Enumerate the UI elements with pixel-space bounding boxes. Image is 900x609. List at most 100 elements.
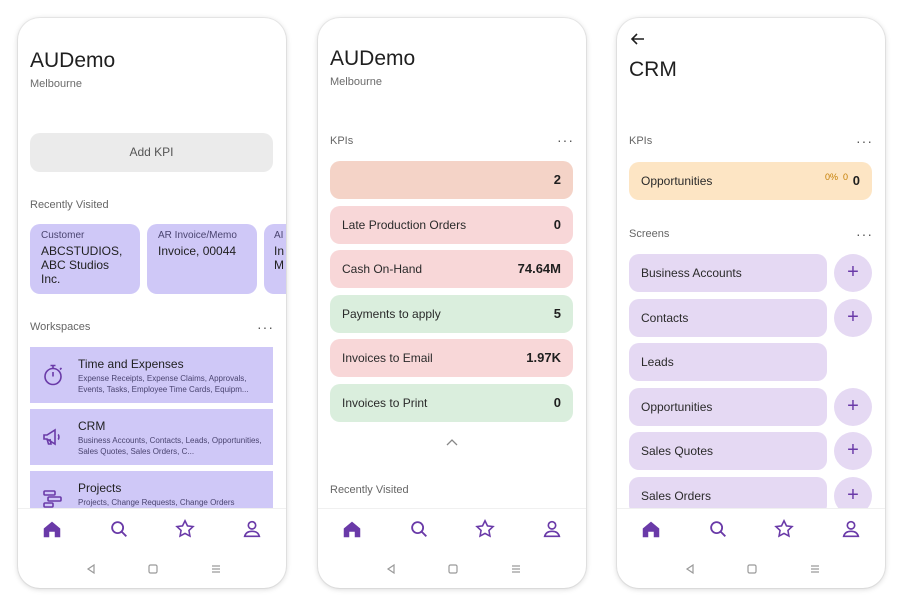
nav-back-icon[interactable] xyxy=(384,562,398,576)
home-icon[interactable] xyxy=(41,518,63,540)
company-title: AUDemo xyxy=(30,49,116,72)
add-kpi-button[interactable]: Add KPI xyxy=(30,133,273,172)
kpi-card[interactable]: 2 xyxy=(330,161,573,199)
kpi-value: 0 xyxy=(553,395,561,410)
kpi-card-opportunities[interactable]: Opportunities 0% 0 0 xyxy=(629,162,872,200)
add-sales-order-button[interactable]: + xyxy=(834,477,872,508)
workspace-title: Projects xyxy=(78,481,122,495)
kpi-label: Cash On-Hand xyxy=(342,262,423,276)
kpi-card[interactable]: Invoices to Email 1.97K xyxy=(330,339,573,377)
kpi-card[interactable]: Invoices to Print 0 xyxy=(330,384,573,422)
workspace-projects[interactable]: Projects Projects, Change Requests, Chan… xyxy=(30,471,273,508)
screen-opportunities[interactable]: Opportunities xyxy=(629,388,827,426)
system-nav-bar xyxy=(318,552,586,588)
workspace-description: Expense Receipts, Expense Claims, Approv… xyxy=(78,374,249,394)
phone-home: AUDemo Melbourne Add KPI Recently Visite… xyxy=(18,18,286,588)
bottom-tab-bar xyxy=(617,508,885,552)
workspace-description: Business Accounts, Contacts, Leads, Oppo… xyxy=(78,436,262,456)
nav-recents-icon[interactable] xyxy=(808,562,822,576)
recent-item-card[interactable]: Customer ABCSTUDIOS, ABC Studios Inc. xyxy=(30,224,140,294)
kpi-value: 1.97K xyxy=(526,350,561,365)
recent-item-name: ABCSTUDIOS, ABC Studios Inc. xyxy=(41,244,123,286)
bottom-tab-bar xyxy=(318,508,586,552)
search-icon[interactable] xyxy=(408,518,430,540)
phone-crm: CRM KPIs ··· Opportunities 0% 0 0 Screen… xyxy=(617,18,885,588)
recent-item-card[interactable]: AR Invoice/Memo Invoice, 00044 xyxy=(147,224,257,294)
kpi-label: Opportunities xyxy=(641,174,713,188)
profile-icon[interactable] xyxy=(541,518,563,540)
add-business-account-button[interactable]: + xyxy=(834,254,872,292)
nav-home-icon[interactable] xyxy=(146,562,160,576)
collapse-chevron-up-icon[interactable] xyxy=(444,434,460,446)
kpi-trend: 0% 0 xyxy=(825,172,848,182)
search-icon[interactable] xyxy=(707,518,729,540)
workspace-title: CRM xyxy=(78,419,106,433)
workspace-crm[interactable]: CRM Business Accounts, Contacts, Leads, … xyxy=(30,409,273,465)
nav-back-icon[interactable] xyxy=(683,562,697,576)
home-icon[interactable] xyxy=(341,518,363,540)
recent-item-type: Customer xyxy=(41,230,85,241)
screen-sales-orders[interactable]: Sales Orders xyxy=(629,477,827,508)
screens-more-button[interactable]: ··· xyxy=(856,226,873,242)
kpi-value: 2 xyxy=(553,172,561,187)
recently-visited-heading: Recently Visited xyxy=(330,484,409,496)
kpi-card[interactable]: Late Production Orders 0 xyxy=(330,206,573,244)
star-icon[interactable] xyxy=(174,518,196,540)
kpi-card[interactable]: Payments to apply 5 xyxy=(330,295,573,333)
crm-screen: CRM KPIs ··· Opportunities 0% 0 0 Screen… xyxy=(617,18,885,508)
screen-business-accounts[interactable]: Business Accounts xyxy=(629,254,827,292)
branch-subtitle: Melbourne xyxy=(30,78,82,90)
home-icon[interactable] xyxy=(640,518,662,540)
star-icon[interactable] xyxy=(474,518,496,540)
screen-leads[interactable]: Leads xyxy=(629,343,827,381)
kpis-heading: KPIs xyxy=(330,135,354,147)
recent-item-type: AR Invoice/Memo xyxy=(158,230,237,241)
nav-home-icon[interactable] xyxy=(745,562,759,576)
workspaces-heading: Workspaces xyxy=(30,321,91,333)
kpi-label: Invoices to Print xyxy=(342,396,428,410)
kpi-value: 5 xyxy=(553,306,561,321)
home-screen: AUDemo Melbourne Add KPI Recently Visite… xyxy=(18,18,286,508)
system-nav-bar xyxy=(18,552,286,588)
kpis-more-button[interactable]: ··· xyxy=(856,133,873,149)
nav-home-icon[interactable] xyxy=(446,562,460,576)
screens-heading: Screens xyxy=(629,228,670,240)
stopwatch-icon xyxy=(41,363,65,387)
phone-kpis: AUDemo Melbourne KPIs ··· 2 Late Product… xyxy=(318,18,586,588)
kpi-trend-percent: 0% xyxy=(824,172,838,182)
add-opportunity-button[interactable]: + xyxy=(834,388,872,426)
kpi-value: 0 xyxy=(852,173,860,188)
profile-icon[interactable] xyxy=(840,518,862,540)
gantt-icon xyxy=(41,487,65,508)
screen-sales-quotes[interactable]: Sales Quotes xyxy=(629,432,827,470)
profile-icon[interactable] xyxy=(241,518,263,540)
star-icon[interactable] xyxy=(773,518,795,540)
kpi-value: 74.64M xyxy=(517,261,561,276)
kpi-value: 0 xyxy=(553,217,561,232)
screen-contacts[interactable]: Contacts xyxy=(629,299,827,337)
workspace-time-and-expenses[interactable]: Time and Expenses Expense Receipts, Expe… xyxy=(30,347,273,403)
workspace-title: CRM xyxy=(629,58,677,81)
kpis-screen: AUDemo Melbourne KPIs ··· 2 Late Product… xyxy=(318,18,586,508)
workspace-title: Time and Expenses xyxy=(78,357,184,371)
kpis-more-button[interactable]: ··· xyxy=(557,132,574,148)
add-sales-quote-button[interactable]: + xyxy=(834,432,872,470)
branch-subtitle: Melbourne xyxy=(330,76,382,88)
nav-back-icon[interactable] xyxy=(84,562,98,576)
nav-recents-icon[interactable] xyxy=(509,562,523,576)
kpi-trend-delta: 0 xyxy=(842,172,848,182)
workspaces-more-button[interactable]: ··· xyxy=(257,319,274,335)
nav-recents-icon[interactable] xyxy=(209,562,223,576)
bottom-tab-bar xyxy=(18,508,286,552)
back-arrow-icon[interactable] xyxy=(629,30,647,48)
kpi-card[interactable]: Cash On-Hand 74.64M xyxy=(330,250,573,288)
recent-item-name: Invoice, 00044 xyxy=(158,244,237,258)
add-contact-button[interactable]: + xyxy=(834,299,872,337)
megaphone-icon xyxy=(41,425,65,449)
search-icon[interactable] xyxy=(108,518,130,540)
kpi-label: Late Production Orders xyxy=(342,218,467,232)
recent-item-card[interactable]: AI In M xyxy=(264,224,286,294)
recently-visited-heading: Recently Visited xyxy=(30,199,109,211)
kpi-label: Payments to apply xyxy=(342,307,441,321)
